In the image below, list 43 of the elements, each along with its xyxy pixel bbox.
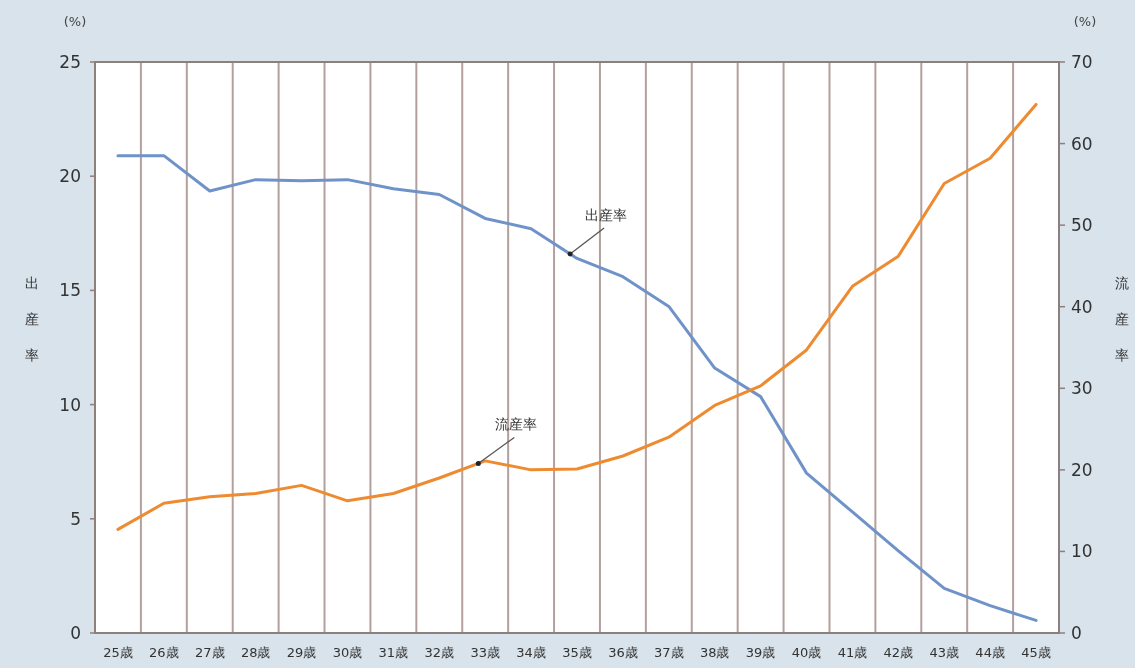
y-tick-label: 10: [59, 394, 81, 415]
y2-tick-label: 10: [1071, 541, 1093, 562]
y2-tick-label: 30: [1071, 378, 1093, 399]
x-tick-label: 31歳: [378, 645, 409, 660]
y2-tick-label: 70: [1071, 52, 1093, 72]
text: 出産率: [25, 275, 39, 363]
y2-tick-label: 50: [1071, 215, 1093, 236]
x-tick-label: 38歳: [699, 645, 730, 660]
text: 流産率: [495, 416, 538, 433]
y-tick-label: 15: [59, 280, 81, 301]
x-tick-label: 29歳: [286, 645, 317, 660]
y-tick-label: 0: [70, 623, 81, 643]
x-tick-label: 26歳: [149, 645, 179, 660]
x-tick-label: 30歳: [332, 645, 363, 660]
x-tick-label: 36歳: [608, 645, 638, 660]
y2-tick-label: 20: [1071, 459, 1093, 480]
y2-tick-label: 0: [1071, 623, 1082, 643]
x-tick-label: 34歳: [516, 645, 546, 660]
y-tick-label: 20: [59, 166, 81, 187]
x-tick-label: 45歳: [1021, 645, 1051, 660]
x-tick-label: 41歳: [837, 645, 868, 660]
text: 出産率: [585, 206, 628, 223]
x-tick-label: 35歳: [562, 645, 592, 660]
x-tick-label: 25歳: [103, 645, 133, 660]
x-tick-label: 33歳: [470, 645, 500, 660]
x-tick-label: 37歳: [654, 645, 684, 660]
text: 流産率: [1115, 275, 1129, 363]
x-tick-label: 43歳: [929, 645, 960, 660]
y2-tick-label: 40: [1071, 296, 1093, 317]
y-tick-label: 5: [70, 508, 81, 529]
x-tick-label: 39歳: [745, 645, 776, 660]
x-tick-label: 42歳: [883, 645, 914, 660]
x-tick-label: 32歳: [424, 645, 455, 660]
x-tick-label: 27歳: [194, 645, 225, 660]
text: (%): [1073, 14, 1097, 29]
x-tick-label: 40歳: [791, 645, 822, 660]
y2-tick-label: 60: [1071, 133, 1093, 154]
line-series: [116, 154, 1038, 622]
text: (%): [63, 14, 87, 29]
x-tick-label: 44歳: [975, 645, 1005, 660]
line-series: [116, 102, 1038, 531]
y-tick-label: 25: [59, 52, 81, 72]
x-tick-label: 28歳: [240, 645, 271, 660]
